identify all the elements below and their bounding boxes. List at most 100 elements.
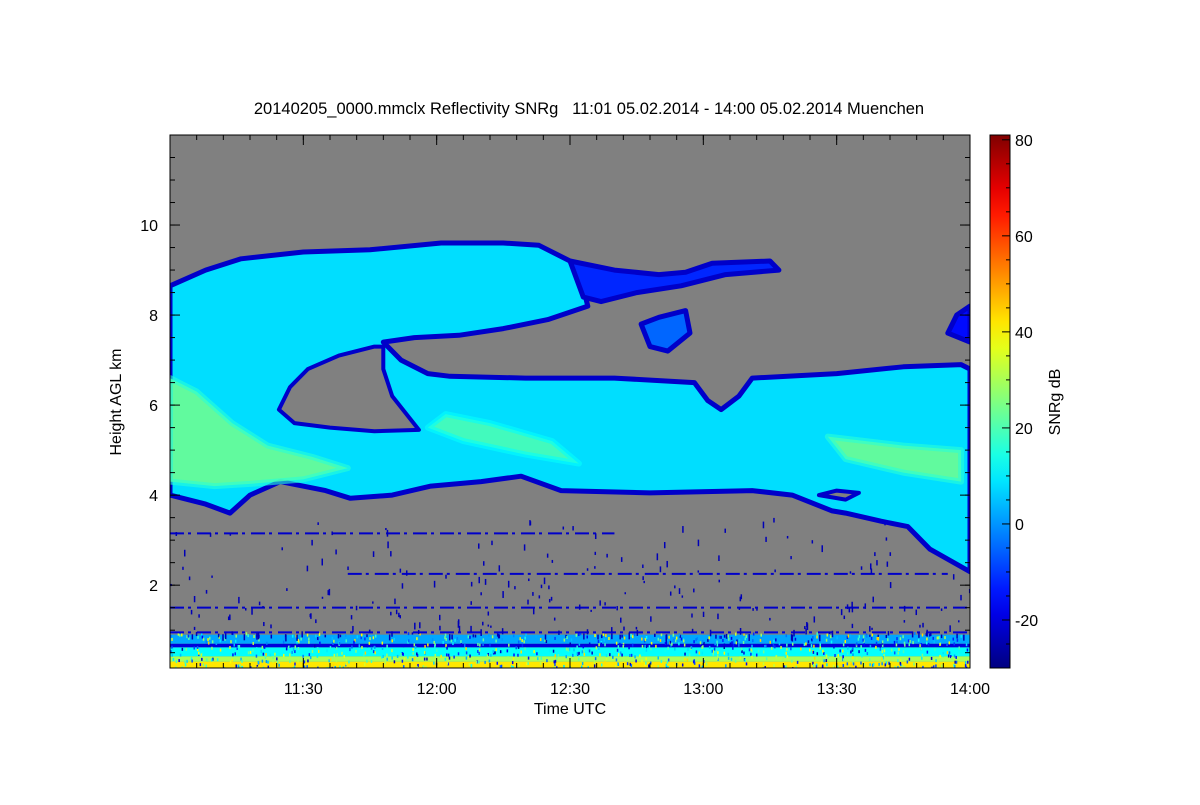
- noise-speckle: [540, 584, 543, 589]
- clutter-speckle: [407, 655, 409, 659]
- clutter-speckle: [422, 665, 425, 668]
- noise-speckle: [956, 633, 958, 639]
- clutter-speckle: [215, 641, 218, 645]
- clutter-speckle: [650, 647, 652, 651]
- clutter-speckle: [783, 665, 785, 668]
- clutter-speckle: [727, 656, 730, 660]
- clutter-speckle: [331, 636, 334, 640]
- clutter-speckle: [757, 661, 760, 665]
- noise-speckle: [869, 626, 871, 632]
- noise-speckle: [195, 631, 198, 637]
- clutter-speckle: [402, 644, 405, 648]
- noise-speckle: [496, 633, 499, 637]
- clutter-speckle: [852, 662, 855, 666]
- clutter-speckle: [345, 639, 347, 643]
- clutter-speckle: [236, 650, 239, 654]
- clutter-speckle: [179, 633, 181, 637]
- clutter-speckle: [495, 648, 497, 652]
- clutter-speckle: [645, 648, 648, 652]
- clutter-speckle: [748, 648, 751, 652]
- clutter-speckle: [816, 632, 818, 636]
- clutter-speckle: [291, 634, 294, 638]
- clutter-speckle: [600, 642, 603, 646]
- noise-speckle: [501, 628, 504, 635]
- clutter-speckle: [879, 644, 882, 648]
- noise-speckle: [306, 565, 309, 572]
- clutter-speckle: [694, 666, 696, 668]
- clutter-speckle: [201, 657, 203, 661]
- noise-speckle: [599, 600, 601, 606]
- clutter-speckle: [684, 657, 686, 661]
- clutter-speckle: [842, 655, 844, 659]
- clutter-speckle: [381, 655, 383, 659]
- clutter-speckle: [506, 649, 509, 653]
- clutter-speckle: [440, 654, 442, 658]
- noise-speckle: [411, 632, 414, 635]
- noise-speckle: [562, 526, 565, 530]
- clutter-speckle: [615, 648, 617, 652]
- clutter-speckle: [960, 634, 962, 638]
- clutter-speckle: [893, 651, 896, 655]
- clutter-speckle: [750, 652, 752, 656]
- noise-speckle: [507, 580, 510, 588]
- clutter-speckle: [374, 651, 376, 655]
- clutter-speckle: [368, 641, 371, 645]
- clutter-speckle: [386, 653, 388, 657]
- clutter-speckle: [885, 634, 888, 638]
- clutter-speckle: [453, 655, 455, 659]
- clutter-speckle: [448, 656, 451, 660]
- clutter-speckle: [728, 637, 730, 641]
- clutter-speckle: [666, 660, 669, 664]
- clutter-speckle: [294, 645, 297, 649]
- clutter-speckle: [842, 658, 845, 662]
- noise-speckle: [474, 634, 477, 638]
- clutter-speckle: [908, 643, 911, 647]
- noise-speckle: [217, 633, 220, 638]
- clutter-speckle: [181, 666, 183, 668]
- clutter-speckle: [358, 644, 361, 648]
- clutter-speckle: [780, 645, 782, 649]
- clutter-speckle: [775, 655, 777, 659]
- noise-speckle: [889, 552, 892, 556]
- clutter-speckle: [265, 660, 268, 664]
- clutter-speckle: [581, 650, 584, 654]
- clutter-speckle: [896, 640, 898, 644]
- clutter-speckle: [425, 666, 427, 668]
- clutter-speckle: [233, 643, 235, 647]
- clutter-speckle: [649, 661, 652, 665]
- clutter-speckle: [936, 636, 939, 640]
- clutter-speckle: [391, 656, 393, 660]
- clutter-speckle: [563, 638, 566, 642]
- clutter-speckle: [235, 664, 238, 668]
- clutter-speckle: [597, 640, 600, 644]
- clutter-speckle: [566, 636, 568, 640]
- noise-speckle: [551, 559, 554, 563]
- clutter-speckle: [234, 639, 237, 643]
- clutter-speckle: [253, 635, 255, 639]
- clutter-speckle: [826, 663, 828, 667]
- noise-speckle: [231, 631, 233, 635]
- clutter-speckle: [902, 635, 904, 639]
- noise-speckle: [952, 574, 955, 580]
- clutter-speckle: [565, 655, 567, 659]
- ground-clutter-band: [170, 647, 970, 657]
- clutter-speckle: [830, 635, 832, 639]
- clutter-speckle: [593, 664, 596, 668]
- clutter-speckle: [630, 633, 632, 637]
- clutter-speckle: [950, 655, 952, 659]
- clutter-speckle: [714, 642, 716, 646]
- clutter-speckle: [554, 636, 556, 640]
- clutter-speckle: [219, 648, 222, 652]
- clutter-speckle: [201, 635, 204, 639]
- clutter-speckle: [908, 657, 911, 661]
- clutter-speckle: [524, 647, 526, 651]
- clutter-speckle: [525, 662, 528, 666]
- clutter-speckle: [791, 659, 793, 663]
- noise-speckle: [572, 526, 574, 531]
- clutter-speckle: [629, 662, 632, 666]
- clutter-speckle: [588, 642, 591, 646]
- clutter-speckle: [615, 641, 618, 645]
- clutter-speckle: [499, 665, 502, 668]
- noise-speckle: [529, 521, 532, 526]
- clutter-speckle: [688, 653, 691, 657]
